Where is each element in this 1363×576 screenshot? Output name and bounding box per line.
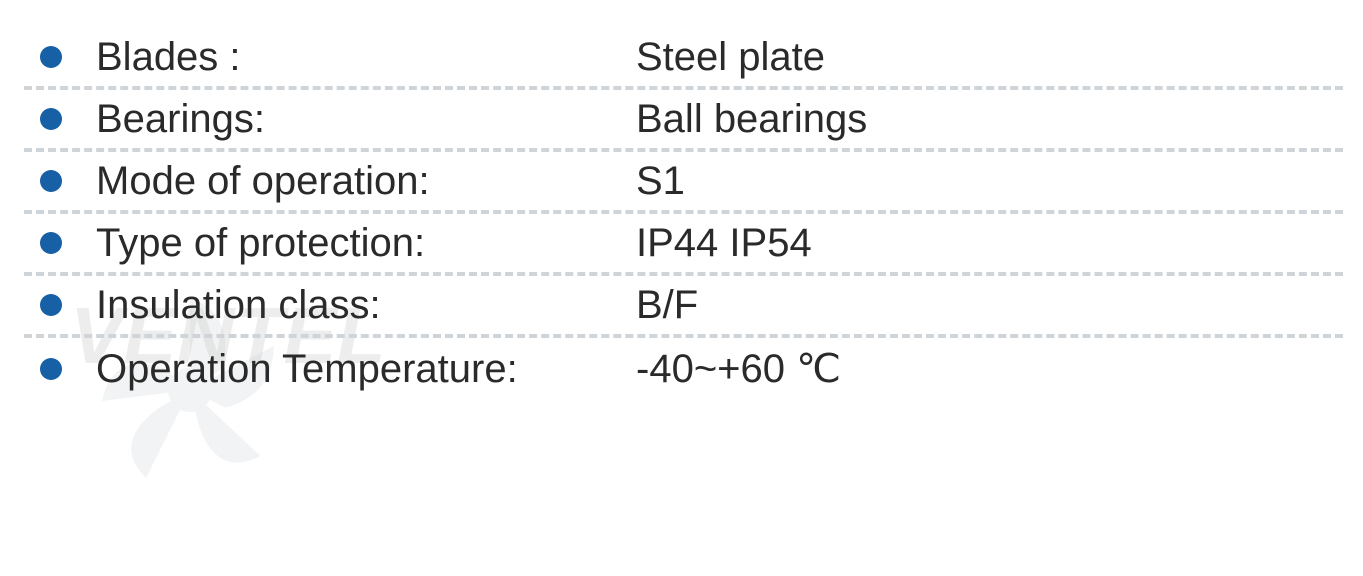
spec-value: S1 — [636, 159, 685, 204]
spec-value: -40~+60 ℃ — [636, 346, 841, 392]
spec-value: Ball bearings — [636, 97, 867, 142]
spec-table: Blades : Steel plate Bearings: Ball bear… — [24, 28, 1343, 400]
spec-label: Bearings: — [96, 97, 636, 142]
bullet-icon — [40, 170, 62, 192]
bullet-icon — [40, 232, 62, 254]
spec-label: Mode of operation: — [96, 159, 636, 204]
spec-value: Steel plate — [636, 35, 825, 80]
spec-label: Operation Temperature: — [96, 347, 636, 392]
bullet-icon — [40, 358, 62, 380]
spec-row: Type of protection: IP44 IP54 — [24, 214, 1343, 276]
spec-row: Insulation class: B/F — [24, 276, 1343, 338]
spec-label: Blades : — [96, 35, 636, 80]
spec-row: Operation Temperature: -40~+60 ℃ — [24, 338, 1343, 400]
spec-row: Bearings: Ball bearings — [24, 90, 1343, 152]
spec-label: Type of protection: — [96, 221, 636, 266]
spec-row: Mode of operation: S1 — [24, 152, 1343, 214]
bullet-icon — [40, 46, 62, 68]
bullet-icon — [40, 108, 62, 130]
spec-value: IP44 IP54 — [636, 221, 812, 266]
spec-label: Insulation class: — [96, 283, 636, 328]
spec-value: B/F — [636, 283, 698, 328]
bullet-icon — [40, 294, 62, 316]
spec-row: Blades : Steel plate — [24, 28, 1343, 90]
